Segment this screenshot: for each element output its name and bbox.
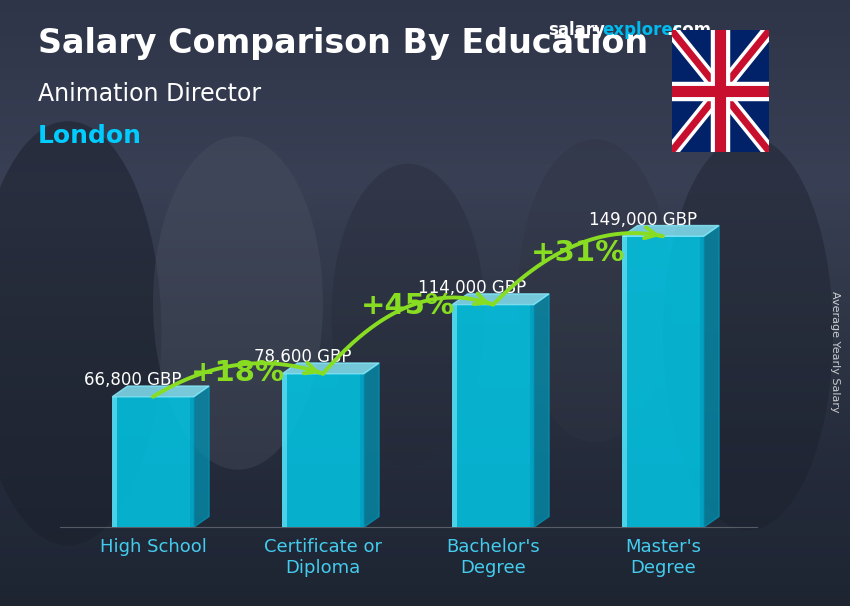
Bar xyxy=(112,397,194,527)
Text: 149,000 GBP: 149,000 GBP xyxy=(588,210,697,228)
Text: +18%: +18% xyxy=(191,359,285,387)
Ellipse shape xyxy=(332,164,484,467)
Ellipse shape xyxy=(518,139,672,442)
Text: Average Yearly Salary: Average Yearly Salary xyxy=(830,291,840,412)
Bar xyxy=(190,397,194,527)
Text: +45%: +45% xyxy=(361,291,455,320)
Polygon shape xyxy=(112,386,209,397)
Polygon shape xyxy=(282,363,379,374)
Text: .com: .com xyxy=(666,21,711,39)
Bar xyxy=(360,374,364,527)
Bar xyxy=(452,305,457,527)
Text: 78,600 GBP: 78,600 GBP xyxy=(254,348,351,366)
Polygon shape xyxy=(704,225,719,527)
Text: Animation Director: Animation Director xyxy=(38,82,262,106)
Ellipse shape xyxy=(0,121,162,545)
Bar xyxy=(700,236,704,527)
Polygon shape xyxy=(452,294,549,305)
Text: explorer: explorer xyxy=(603,21,682,39)
Polygon shape xyxy=(364,363,379,527)
Text: 114,000 GBP: 114,000 GBP xyxy=(418,279,527,297)
Ellipse shape xyxy=(153,136,323,470)
Bar xyxy=(452,305,534,527)
Bar xyxy=(112,397,117,527)
Polygon shape xyxy=(194,386,209,527)
Text: London: London xyxy=(38,124,142,148)
Bar xyxy=(282,374,287,527)
Bar xyxy=(282,374,364,527)
Bar xyxy=(622,236,704,527)
Text: 66,800 GBP: 66,800 GBP xyxy=(84,371,181,389)
Bar xyxy=(622,236,627,527)
Polygon shape xyxy=(534,294,549,527)
Ellipse shape xyxy=(663,136,833,530)
Text: +31%: +31% xyxy=(530,239,626,267)
Bar xyxy=(530,305,534,527)
Text: Salary Comparison By Education: Salary Comparison By Education xyxy=(38,27,649,60)
Polygon shape xyxy=(622,225,719,236)
Text: salary: salary xyxy=(548,21,605,39)
